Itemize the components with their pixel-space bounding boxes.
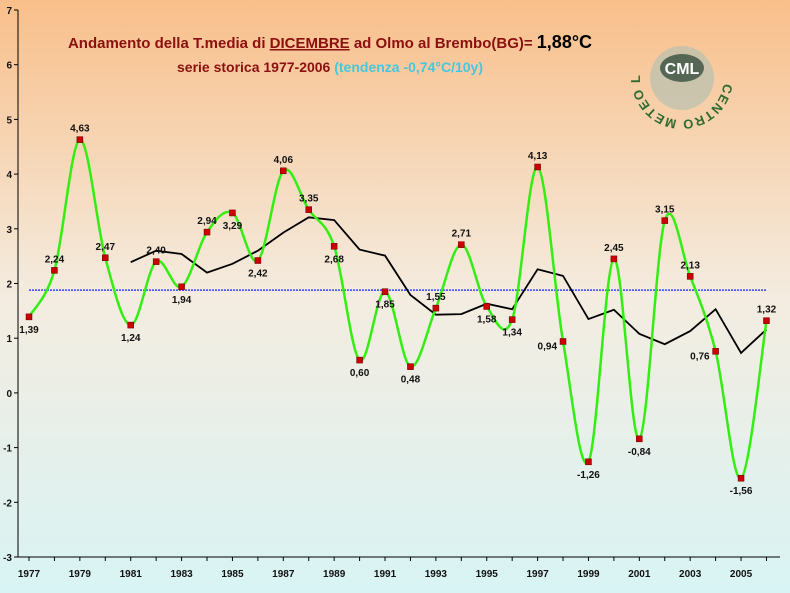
- data-point: [102, 254, 109, 262]
- x-tick-label: 1999: [577, 569, 600, 580]
- subtitle-text: serie storica 1977-2006: [177, 59, 331, 75]
- logo-badge: [660, 54, 704, 82]
- data-point: [152, 258, 160, 265]
- subtitle: serie storica 1977-2006 (tendenza -0,74°…: [177, 59, 483, 75]
- data-label: 4,06: [274, 155, 294, 166]
- x-tick-label: 1997: [526, 569, 549, 580]
- x-tick-label: 1991: [374, 569, 397, 580]
- y-tick-label: 5: [6, 115, 12, 126]
- data-point: [381, 288, 389, 295]
- data-point: [508, 316, 516, 323]
- y-tick-label: 6: [6, 61, 12, 72]
- y-tick-label: -3: [3, 553, 12, 564]
- x-tick-label: 2001: [628, 569, 651, 580]
- title-part: ad Olmo al Brembo(BG)=: [350, 35, 537, 52]
- data-label: -1,26: [577, 470, 600, 481]
- data-label: 2,42: [248, 269, 268, 280]
- data-point: [458, 241, 465, 248]
- data-point: [483, 303, 490, 310]
- y-tick-label: 4: [6, 170, 12, 181]
- y-tick-label: -2: [3, 498, 12, 509]
- data-label: 0,48: [401, 375, 421, 386]
- data-label: 0,76: [690, 351, 710, 362]
- data-point: [305, 206, 312, 213]
- data-label: 2,47: [96, 242, 116, 253]
- data-point: [254, 257, 262, 264]
- data-point: [534, 163, 541, 171]
- data-point: [330, 243, 338, 250]
- data-point: [686, 273, 694, 280]
- title-part: 1,88°C: [537, 32, 592, 52]
- data-point: [661, 217, 668, 224]
- data-label: 1,32: [757, 305, 777, 316]
- data-label: 4,13: [528, 151, 548, 162]
- x-tick-label: 2005: [730, 569, 753, 580]
- data-label: 2,13: [680, 260, 700, 271]
- data-point: [559, 338, 567, 345]
- x-tick-label: 2003: [679, 569, 702, 580]
- data-label: 2,94: [197, 216, 217, 227]
- x-tick-label: 1983: [170, 569, 193, 580]
- moving-average-line: [130, 216, 768, 355]
- data-label: 2,45: [604, 243, 624, 254]
- data-label: 1,55: [426, 292, 446, 303]
- trend-note: (tendenza -0,74°C/10y): [334, 59, 483, 75]
- data-point: [178, 283, 185, 291]
- data-label: 1,24: [121, 333, 141, 344]
- data-point: [51, 267, 58, 274]
- data-point: [229, 209, 236, 217]
- y-tick-label: -1: [3, 444, 12, 455]
- x-tick-label: 1977: [18, 569, 41, 580]
- data-label: 3,15: [655, 205, 675, 216]
- y-tick-label: 3: [6, 225, 12, 236]
- x-tick-label: 1995: [476, 569, 499, 580]
- x-tick-label: 1989: [323, 569, 346, 580]
- data-point: [636, 435, 643, 443]
- data-label: 2,68: [324, 254, 344, 265]
- data-label: 2,40: [146, 246, 166, 257]
- logo-center: CML: [665, 61, 700, 78]
- y-tick-label: 2: [6, 280, 12, 291]
- data-point: [356, 356, 363, 364]
- data-point: [585, 458, 592, 466]
- data-label: 1,85: [375, 300, 395, 311]
- data-label: -0,84: [628, 447, 651, 458]
- data-label: 3,35: [299, 194, 319, 205]
- data-label: 0,60: [350, 368, 370, 379]
- x-tick-label: 1987: [272, 569, 295, 580]
- data-point: [76, 136, 84, 143]
- data-label: 1,34: [502, 328, 522, 339]
- data-point: [763, 317, 770, 324]
- title-part: DICEMBRE: [270, 35, 350, 52]
- data-point: [127, 321, 134, 329]
- data-label: 0,94: [538, 341, 558, 352]
- data-label: -1,56: [730, 486, 753, 497]
- data-label: 4,63: [70, 124, 90, 135]
- x-tick-label: 1979: [69, 569, 92, 580]
- data-label: 2,71: [452, 229, 472, 240]
- data-point: [610, 255, 618, 263]
- data-point: [280, 167, 287, 175]
- data-label: 1,94: [172, 295, 192, 306]
- y-tick-label: 7: [6, 6, 12, 17]
- title-part: Andamento della T.media di: [68, 35, 270, 52]
- data-point: [407, 363, 414, 370]
- data-label: 1,58: [477, 314, 497, 325]
- x-tick-label: 1993: [425, 569, 448, 580]
- data-point: [203, 228, 211, 236]
- y-tick-label: 1: [6, 334, 12, 345]
- data-label: 1,39: [19, 325, 39, 336]
- data-point: [712, 348, 719, 355]
- data-point: [432, 304, 440, 312]
- data-point: [25, 313, 33, 321]
- data-point: [737, 474, 745, 482]
- x-tick-label: 1985: [221, 569, 244, 580]
- chart-title: Andamento della T.media di DICEMBRE ad O…: [68, 32, 592, 52]
- x-tick-label: 1981: [120, 569, 143, 580]
- data-label: 3,29: [223, 221, 243, 232]
- data-label: 2,24: [45, 254, 65, 265]
- y-tick-label: 0: [6, 389, 12, 400]
